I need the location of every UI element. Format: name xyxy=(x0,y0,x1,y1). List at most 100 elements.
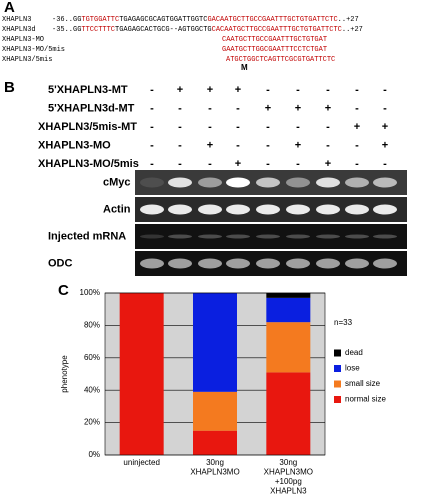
panel-label: C xyxy=(58,282,69,299)
blot-band xyxy=(226,204,250,215)
sequence: CAATGCTTGCCGAATTTGCTGTGAT xyxy=(222,36,327,44)
blot-band xyxy=(168,258,192,269)
condition-label: XHAPLN3/5mis-MT xyxy=(38,121,137,133)
blot-band xyxy=(373,234,397,239)
blot-band xyxy=(316,177,340,188)
blot-band xyxy=(373,177,397,188)
blot-band xyxy=(286,177,310,188)
legend-swatch xyxy=(334,380,341,388)
condition-cell: + xyxy=(295,102,301,114)
condition-cell: - xyxy=(326,139,330,151)
condition-cell: - xyxy=(208,102,212,114)
condition-cell: - xyxy=(296,158,300,170)
condition-cell: - xyxy=(178,139,182,151)
blot-band xyxy=(198,258,222,269)
blot-band xyxy=(140,234,164,239)
condition-cell: - xyxy=(208,121,212,133)
blot-band xyxy=(286,234,310,239)
blot-band xyxy=(226,234,250,239)
bar-segment xyxy=(119,293,164,455)
panel-label: B xyxy=(4,79,15,96)
y-tick-label: 0% xyxy=(88,450,100,459)
blot-band xyxy=(345,204,369,215)
condition-cell: + xyxy=(325,158,331,170)
condition-cell: - xyxy=(150,139,154,151)
sequence-segment: GCAGTGGATTGGTC xyxy=(149,16,208,24)
condition-cell: - xyxy=(383,102,387,114)
blot-band xyxy=(316,204,340,215)
x-tick-label: uninjected xyxy=(123,458,159,467)
condition-cell: - xyxy=(296,121,300,133)
legend-swatch xyxy=(334,396,341,403)
condition-cell: - xyxy=(355,84,359,96)
sequence-name: XHAPLN3-MO/5mis xyxy=(2,46,65,54)
legend-label: lose xyxy=(345,364,360,373)
blot-band xyxy=(256,204,280,215)
y-tick-label: 20% xyxy=(84,418,100,427)
legend-swatch xyxy=(334,365,341,372)
blot-label: ODC xyxy=(48,257,73,269)
x-tick-label: XHAPLN3 xyxy=(270,487,307,496)
blot-label: Actin xyxy=(103,203,131,215)
legend-label: normal size xyxy=(345,395,386,404)
condition-cell: + xyxy=(235,84,241,96)
panel-label: A xyxy=(4,0,15,16)
condition-label: 5'XHAPLN3-MT xyxy=(48,84,128,96)
sequence: GAATGCTTGGCGAATTTCCTCTGAT xyxy=(222,46,327,54)
sequence-segment: -36..GG xyxy=(52,16,81,24)
bar-segment xyxy=(266,293,311,298)
bar-segment xyxy=(266,322,311,373)
condition-cell: - xyxy=(178,158,182,170)
sequence-segment: ATGCTGGCTCAGTTCGCGTGATTCTC xyxy=(226,56,335,64)
condition-label: XHAPLN3-MO xyxy=(38,139,111,151)
x-tick-label: 30ng xyxy=(206,458,224,467)
condition-cell: - xyxy=(326,84,330,96)
sequence-segment: TTCCTTTC xyxy=(81,26,115,34)
condition-cell: - xyxy=(355,102,359,114)
condition-cell: - xyxy=(150,84,154,96)
condition-cell: + xyxy=(207,139,213,151)
blot-band xyxy=(316,234,340,239)
blot-band xyxy=(168,177,192,188)
blot-band xyxy=(140,177,164,188)
blot-background xyxy=(135,224,407,249)
condition-cell: - xyxy=(355,139,359,151)
condition-cell: - xyxy=(208,158,212,170)
condition-label: XHAPLN3-MO/5mis xyxy=(38,158,139,170)
condition-cell: + xyxy=(235,158,241,170)
blot-band xyxy=(373,258,397,269)
condition-cell: - xyxy=(266,158,270,170)
sequence-name: XHAPLN3d xyxy=(2,26,36,34)
blot-band xyxy=(168,234,192,239)
condition-cell: - xyxy=(326,121,330,133)
x-tick-label: 30ng xyxy=(279,458,297,467)
blot-band xyxy=(345,177,369,188)
mismatch-marker: M xyxy=(241,63,248,72)
blot-band xyxy=(286,258,310,269)
condition-cell: - xyxy=(383,158,387,170)
condition-cell: + xyxy=(382,121,388,133)
condition-cell: - xyxy=(236,102,240,114)
condition-cell: - xyxy=(266,84,270,96)
blot-band xyxy=(140,258,164,269)
condition-cell: + xyxy=(382,139,388,151)
blot-label: Injected mRNA xyxy=(48,230,126,242)
blot-label: cMyc xyxy=(103,176,131,188)
blot-band xyxy=(198,204,222,215)
sequence-name: XHAPLN3-MO xyxy=(2,36,44,44)
condition-cell: - xyxy=(266,139,270,151)
bar-segment xyxy=(193,391,237,431)
sequence: -35..GGTTCCTTTCTGAGAGCACTGCG--AGTGGCTGCA… xyxy=(52,26,363,34)
condition-cell: - xyxy=(236,139,240,151)
blot-band xyxy=(168,204,192,215)
condition-cell: + xyxy=(177,84,183,96)
condition-cell: - xyxy=(266,121,270,133)
sequence-name: XHAPLN3/5mis xyxy=(2,56,52,64)
condition-cell: - xyxy=(178,102,182,114)
legend-swatch xyxy=(334,349,341,357)
y-tick-label: 60% xyxy=(84,353,100,362)
blot-band xyxy=(198,177,222,188)
x-tick-label: +100pg xyxy=(275,477,302,486)
sequence: ATGCTGGCTCAGTTCGCGTGATTCTC xyxy=(226,56,335,64)
